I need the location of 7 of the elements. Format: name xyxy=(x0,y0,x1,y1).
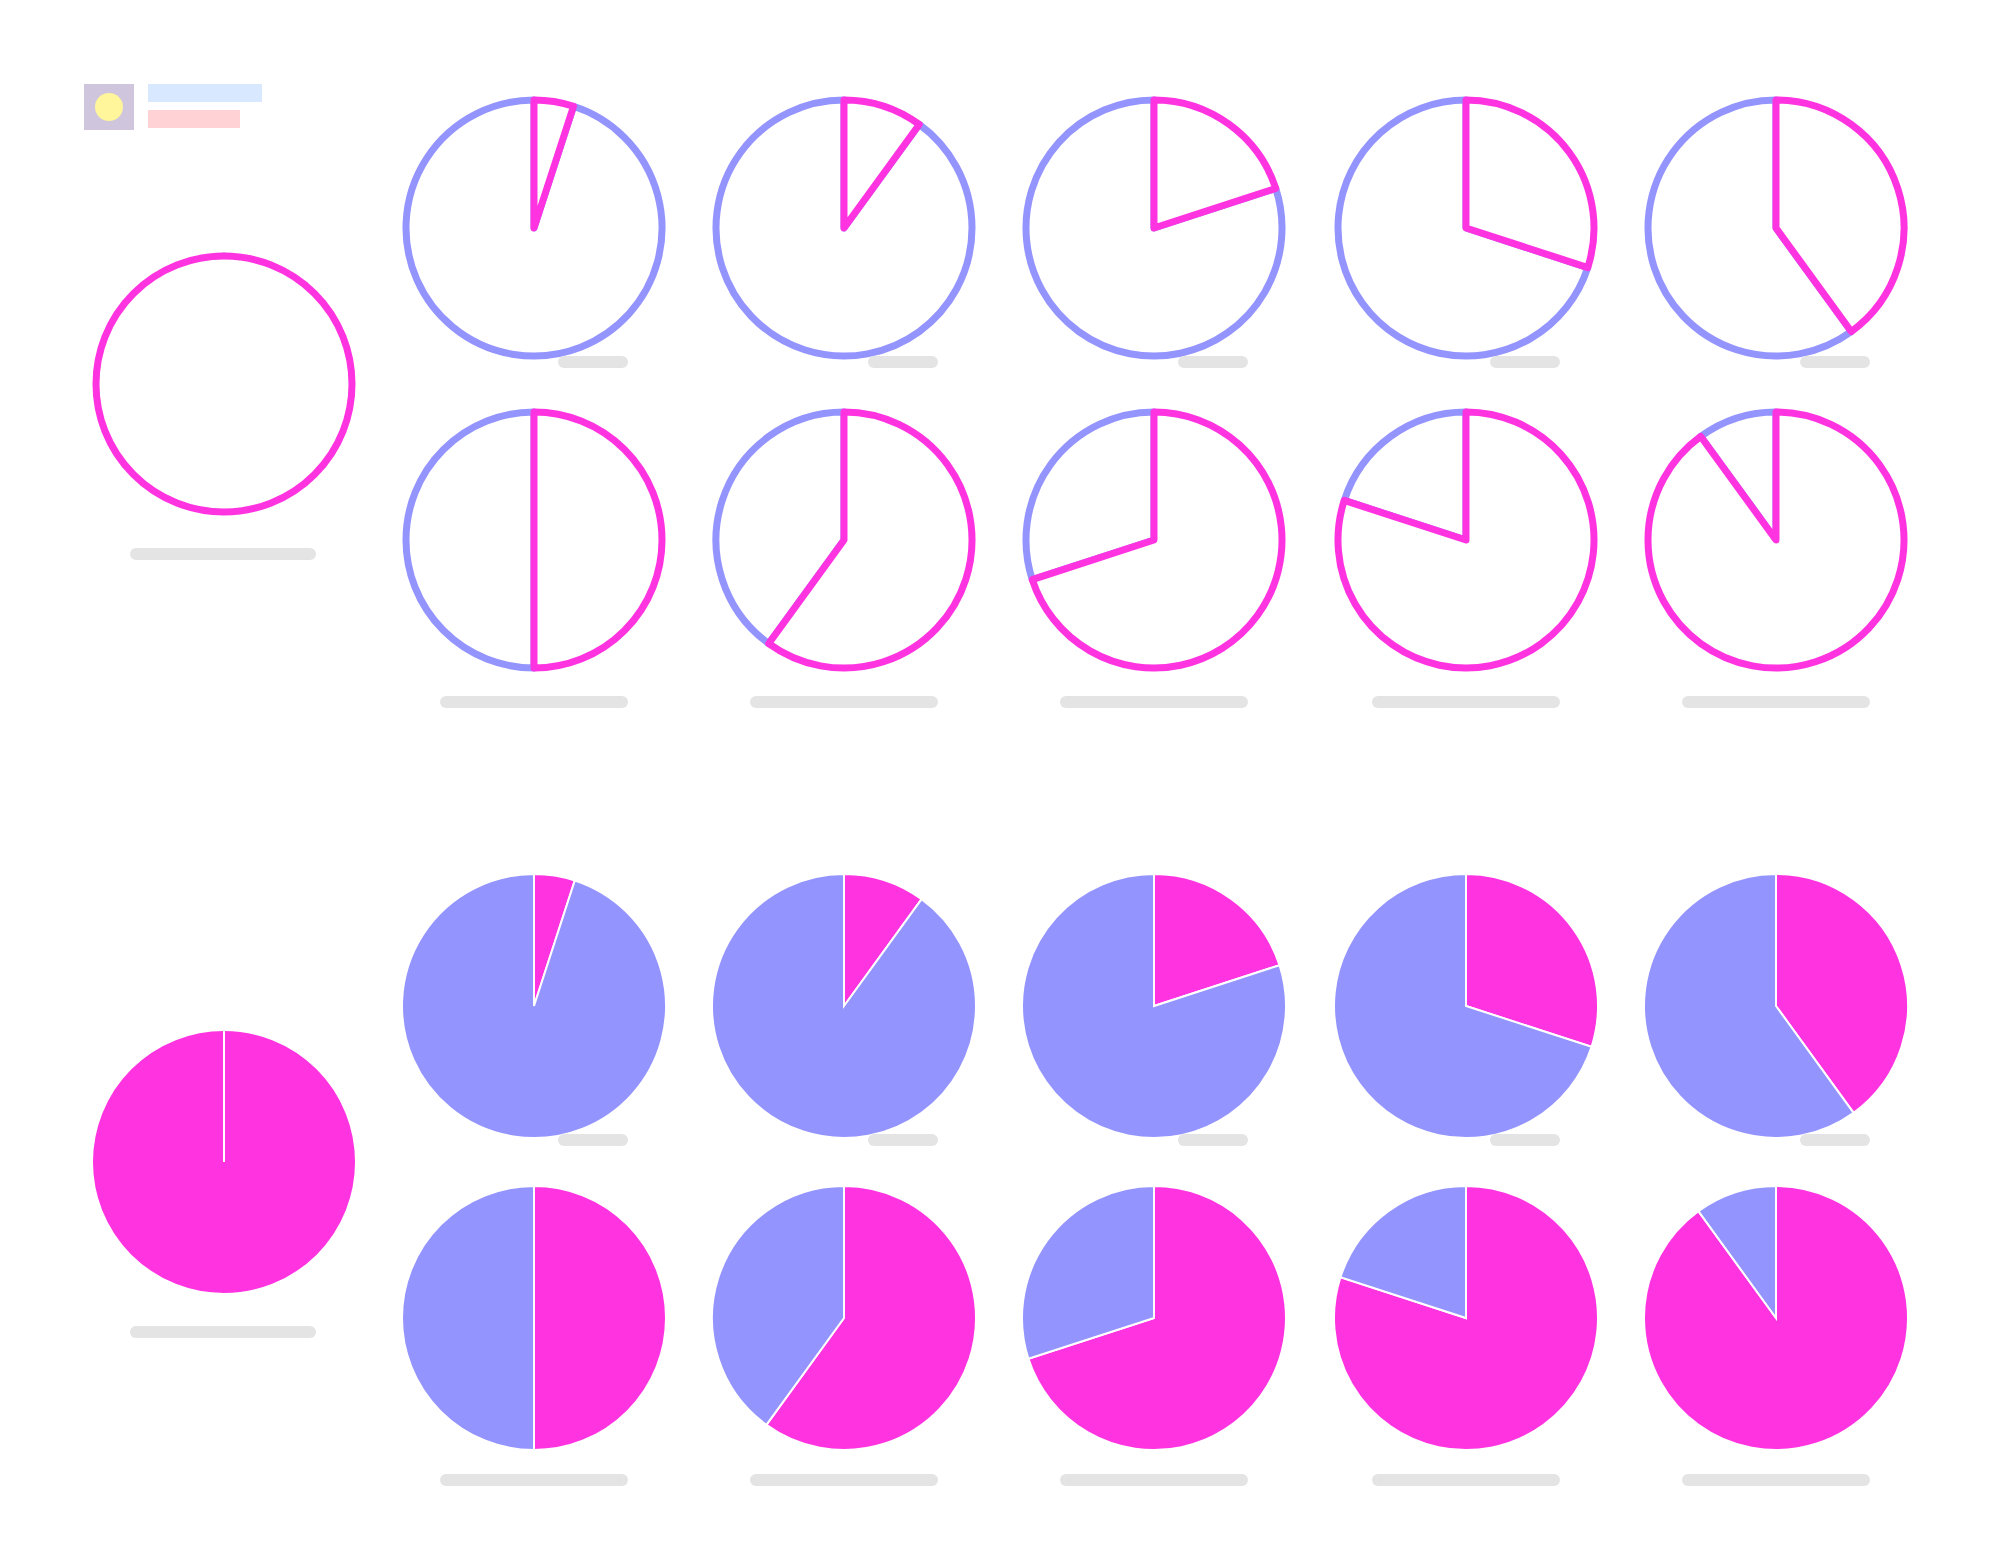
pie-slice xyxy=(1333,873,1593,1139)
pie-slice xyxy=(401,873,667,1139)
pie-slice xyxy=(1643,1185,1909,1451)
pie-slice xyxy=(711,873,977,1139)
pie-slice xyxy=(1021,873,1287,1139)
pie-slice xyxy=(1333,1185,1599,1451)
pie-slice xyxy=(1027,1185,1287,1451)
